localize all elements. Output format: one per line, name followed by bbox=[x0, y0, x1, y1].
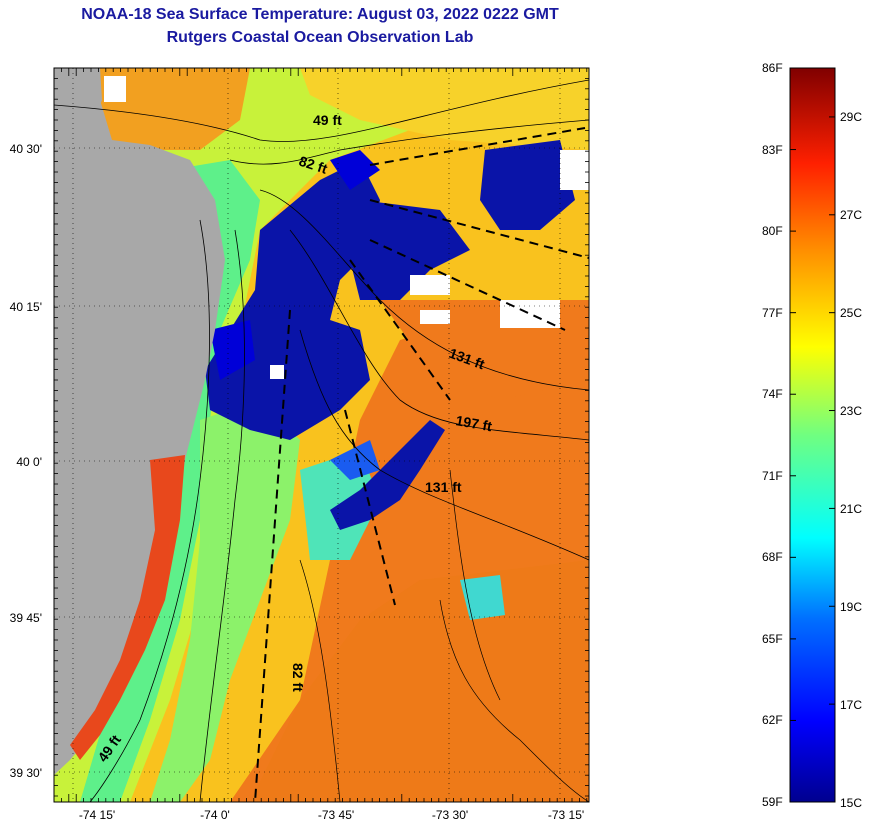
colorbar-tick-marks bbox=[790, 67, 835, 803]
colorbar-f-label: 74F bbox=[762, 387, 783, 401]
map-subtitle: Rutgers Coastal Ocean Observation Lab bbox=[166, 29, 474, 46]
lon-tick-label: -73 30' bbox=[431, 808, 469, 822]
map-tick-marks bbox=[53, 67, 589, 802]
colorbar bbox=[789, 67, 836, 803]
colorbar-f-label: 59F bbox=[762, 795, 783, 809]
isobath-label-82ft-south: 82 ft bbox=[290, 663, 306, 692]
colorbar-c-label: 17C bbox=[840, 698, 863, 712]
colorbar-c-label: 27C bbox=[840, 208, 863, 222]
isobath-label-131ft-south: 131 ft bbox=[425, 479, 462, 495]
colorbar-f-label: 86F bbox=[762, 61, 783, 75]
colorbar-c-label: 23C bbox=[840, 404, 863, 418]
lon-tick-label: -73 45' bbox=[317, 808, 355, 822]
colorbar-c-label: 15C bbox=[840, 796, 863, 810]
lat-tick-label: 39 30' bbox=[9, 766, 42, 780]
map-title: NOAA-18 Sea Surface Temperature: August … bbox=[81, 6, 559, 23]
lon-tick-label: -74 0' bbox=[200, 808, 230, 822]
isobath-label-49ft-north: 49 ft bbox=[313, 112, 342, 128]
sst-map: 49 ft 82 ft 131 ft 197 ft 131 ft 82 ft 4… bbox=[54, 68, 589, 802]
colorbar-c-label: 19C bbox=[840, 600, 863, 614]
colorbar-f-label: 80F bbox=[762, 224, 783, 238]
colorbar-c-label: 25C bbox=[840, 306, 863, 320]
colorbar-f-label: 83F bbox=[762, 143, 783, 157]
lat-tick-label: 40 0' bbox=[16, 455, 42, 469]
colorbar-f-label: 68F bbox=[762, 550, 783, 564]
map-frame bbox=[53, 67, 590, 803]
lat-tick-label: 40 30' bbox=[9, 142, 42, 156]
isobath-label-197ft: 197 ft bbox=[454, 412, 493, 434]
colorbar-f-label: 71F bbox=[762, 469, 783, 483]
colorbar-f-label: 77F bbox=[762, 306, 783, 320]
lon-tick-label: -74 15' bbox=[78, 808, 116, 822]
lat-tick-label: 40 15' bbox=[9, 300, 42, 314]
lon-tick-label: -73 15' bbox=[547, 808, 585, 822]
colorbar-c-label: 21C bbox=[840, 502, 863, 516]
colorbar-f-label: 65F bbox=[762, 632, 783, 646]
colorbar-c-label: 29C bbox=[840, 110, 863, 124]
colorbar-f-label: 62F bbox=[762, 713, 783, 727]
lat-tick-label: 39 45' bbox=[9, 611, 42, 625]
